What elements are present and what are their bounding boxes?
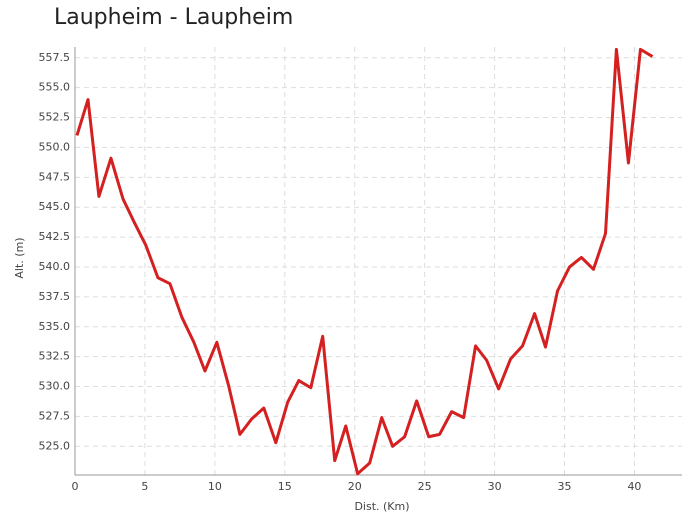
x-tick-label: 40 <box>627 480 641 493</box>
y-axis-label: Alt. (m) <box>13 237 26 278</box>
y-tick-label: 545.0 <box>39 200 71 213</box>
y-tick-label: 555.0 <box>39 81 71 94</box>
y-tick-label: 552.5 <box>39 111 71 124</box>
chart-title: Laupheim - Laupheim <box>54 5 293 30</box>
y-tick-label: 542.5 <box>39 230 71 243</box>
y-tick-label: 530.0 <box>39 380 71 393</box>
x-tick-label: 35 <box>558 480 572 493</box>
x-tick-label: 10 <box>208 480 222 493</box>
line-series <box>75 47 654 476</box>
y-tick-label: 537.5 <box>39 290 71 303</box>
y-tick-label: 535.0 <box>39 320 71 333</box>
x-axis-label: Dist. (Km) <box>354 500 409 513</box>
y-tick-label: 557.5 <box>39 51 71 64</box>
y-tick-label: 525.0 <box>39 439 71 452</box>
x-tick-label: 0 <box>72 480 79 493</box>
y-tick-label: 532.5 <box>39 350 71 363</box>
y-tick-label: 540.0 <box>39 260 71 273</box>
x-tick-label: 5 <box>141 480 148 493</box>
x-tick-label: 20 <box>348 480 362 493</box>
x-tick-label: 25 <box>418 480 432 493</box>
y-tick-label: 550.0 <box>39 140 71 153</box>
y-tick-label: 527.5 <box>39 409 71 422</box>
x-tick-label: 30 <box>488 480 502 493</box>
x-tick-label: 15 <box>278 480 292 493</box>
y-tick-label: 547.5 <box>39 170 71 183</box>
